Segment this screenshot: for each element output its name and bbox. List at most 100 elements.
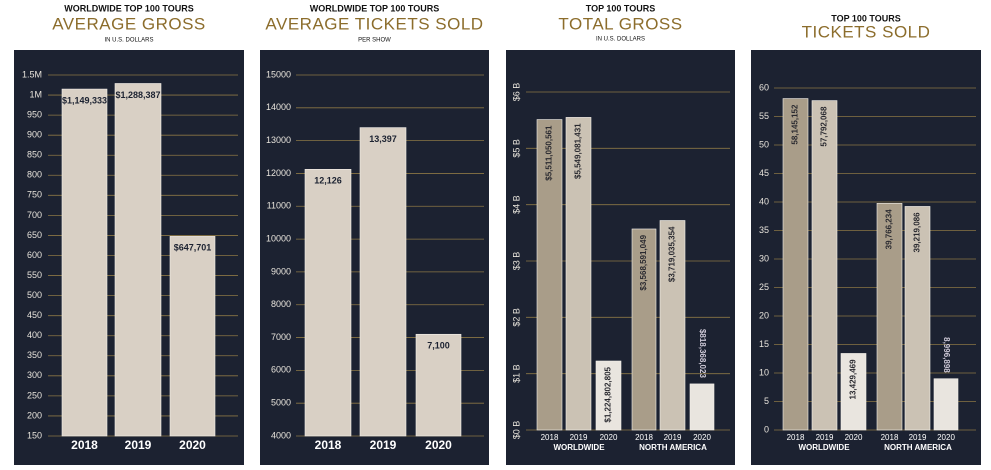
bar: [904, 206, 931, 431]
y-tick-label: 35: [759, 225, 769, 235]
value-label: $3,568,591,049: [639, 234, 648, 290]
group-label: NORTH AMERICA: [639, 443, 707, 452]
y-tick-label: 4000: [271, 430, 291, 440]
x-tick-label: 2019: [909, 433, 927, 442]
x-tick-label: 2018: [881, 433, 899, 442]
chart-subtitle: IN U.S. DOLLARS: [104, 38, 153, 44]
value-label: $647,701: [174, 243, 212, 253]
x-tick-label: 2018: [71, 438, 98, 452]
x-tick-label: 2019: [664, 433, 682, 442]
bar: [595, 360, 622, 431]
x-tick-label: 2020: [600, 433, 618, 442]
x-tick-label: 2019: [570, 433, 588, 442]
y-tick-label: 250: [27, 390, 42, 400]
bar: [631, 228, 657, 431]
group-label: WORLDWIDE: [798, 443, 850, 452]
y-tick-label: 25: [759, 282, 769, 292]
bar: [536, 119, 563, 431]
y-tick-label: 40: [759, 196, 769, 206]
chart-kicker: TOP 100 TOURS: [831, 13, 901, 23]
chart-subtitle: IN U.S. DOLLARS: [596, 37, 645, 43]
y-tick-label: 5000: [271, 398, 291, 408]
y-tick-label: 0: [764, 424, 769, 434]
bar: [304, 169, 352, 437]
y-tick-label: 750: [27, 190, 42, 200]
y-tick-label: 500: [27, 290, 42, 300]
bar: [659, 220, 686, 431]
y-tick-label: 11000: [267, 201, 291, 211]
y-tick-label: 45: [759, 168, 769, 178]
value-label: $5,549,081,431: [574, 123, 583, 179]
x-tick-label: 2018: [541, 433, 559, 442]
group-label: NORTH AMERICA: [884, 443, 952, 452]
value-label: $5,511,050,561: [545, 125, 554, 181]
y-tick-label: 400: [27, 330, 42, 340]
x-tick-label: 2020: [693, 433, 711, 442]
chart-title: AVERAGE TICKETS SOLD: [265, 14, 483, 33]
y-tick-label: 55: [759, 111, 769, 121]
chart-kicker: TOP 100 TOURS: [586, 3, 656, 13]
y-tick-label: $4 B: [511, 195, 521, 214]
y-tick-label: 15: [759, 339, 769, 349]
y-tick-label: 700: [27, 210, 42, 220]
bar: [61, 88, 108, 437]
bar: [114, 83, 162, 437]
chart-kicker: WORLDWIDE TOP 100 TOURS: [310, 3, 440, 13]
y-tick-label: 300: [27, 370, 42, 380]
value-label: 12,126: [314, 176, 342, 186]
y-tick-label: 15000: [266, 69, 291, 79]
value-label: 57,792,068: [820, 106, 829, 147]
y-tick-label: 30: [759, 253, 769, 263]
x-tick-label: 2020: [425, 438, 452, 452]
y-tick-label: $1 B: [511, 364, 521, 383]
y-tick-label: 900: [27, 130, 42, 140]
y-tick-label: 10: [759, 367, 769, 377]
y-tick-label: 7000: [271, 332, 291, 342]
y-tick-label: $3 B: [511, 252, 521, 271]
y-tick-label: $2 B: [511, 308, 521, 327]
y-tick-label: 600: [27, 250, 42, 260]
bar: [811, 100, 838, 431]
chart-title: AVERAGE GROSS: [52, 14, 206, 33]
y-tick-label: 450: [27, 310, 42, 320]
y-tick-label: 1M: [29, 89, 42, 99]
y-tick-label: $6 B: [511, 83, 521, 102]
value-label: 13,429,469: [849, 359, 858, 400]
y-tick-label: 13000: [266, 135, 291, 145]
y-tick-label: 60: [759, 82, 769, 92]
y-tick-label: 150: [27, 430, 42, 440]
y-tick-label: 350: [27, 350, 42, 360]
value-label: 58,145,152: [791, 104, 800, 145]
value-label: $3,719,035,354: [668, 226, 677, 282]
chart-kicker: WORLDWIDE TOP 100 TOURS: [64, 3, 194, 13]
bar: [840, 353, 867, 431]
bar: [933, 378, 959, 431]
y-tick-label: 10000: [266, 233, 291, 243]
bar: [689, 383, 715, 431]
bar: [359, 127, 407, 437]
y-tick-label: 12000: [266, 168, 291, 178]
value-label: 13,397: [369, 134, 397, 144]
y-tick-label: 9000: [271, 266, 291, 276]
x-tick-label: 2019: [370, 438, 397, 452]
bar: [169, 236, 216, 437]
value-label: $1,149,333: [62, 95, 107, 105]
y-tick-label: $0 B: [511, 421, 521, 440]
value-label: $1,288,387: [115, 90, 160, 100]
y-tick-label: $5 B: [511, 139, 521, 158]
x-tick-label: 2018: [635, 433, 653, 442]
x-tick-label: 2019: [125, 438, 152, 452]
bar: [565, 117, 592, 431]
group-label: WORLDWIDE: [553, 443, 605, 452]
chart-subtitle: PER SHOW: [358, 38, 391, 44]
y-tick-label: 850: [27, 150, 42, 160]
value-label: 8,996,898: [942, 337, 951, 373]
y-tick-label: 20: [759, 310, 769, 320]
value-label: 39,219,086: [913, 212, 922, 253]
y-tick-label: 950: [27, 109, 42, 119]
x-tick-label: 2020: [845, 433, 863, 442]
chart-title: TICKETS SOLD: [802, 22, 931, 41]
chart-title: TOTAL GROSS: [558, 14, 682, 33]
value-label: 39,766,234: [885, 209, 894, 250]
